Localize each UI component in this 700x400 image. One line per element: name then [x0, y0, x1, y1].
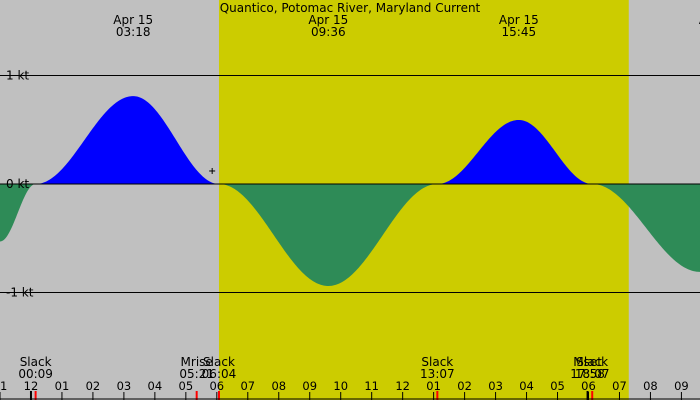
bottom-event-label: Slack [20, 355, 52, 369]
bottom-event-label: Slack [576, 355, 608, 369]
ebb-current-area [592, 184, 700, 272]
hour-tick-label: 10 [333, 379, 348, 393]
ebb-current-area [0, 184, 35, 242]
top-event-time: 09:36 [311, 25, 346, 39]
ebb-current-area [218, 183, 437, 286]
top-event-date: Apr 15 [113, 13, 153, 27]
top-event-time: 03:18 [116, 25, 151, 39]
top-event-time: 15:45 [502, 25, 537, 39]
hour-tick-label: 11 [0, 379, 7, 393]
y-axis-label: 1 kt [6, 69, 29, 83]
bottom-event-time: 05:21 [179, 367, 214, 381]
bottom-event-time: 13:07 [420, 367, 455, 381]
hour-tick-label: 09 [674, 379, 689, 393]
flood-current-area [437, 119, 592, 184]
top-event-date: Apr [699, 13, 700, 27]
bottom-event-label: Mrise [181, 355, 213, 369]
bottom-event-label: Slack [203, 355, 235, 369]
hour-tick-label: 12 [395, 379, 410, 393]
bottom-event-label: Mset [573, 355, 602, 369]
top-event-date: Apr 15 [308, 13, 348, 27]
hour-tick-label: 05 [550, 379, 565, 393]
bottom-event-label: Slack [421, 355, 453, 369]
hour-tick-label: 03 [117, 379, 132, 393]
top-event-date: Apr 15 [499, 13, 539, 27]
bottom-event-time: 17:58 [570, 367, 605, 381]
hour-tick-label: 03 [488, 379, 503, 393]
bottom-event-time: 18:07 [575, 367, 610, 381]
hour-tick-label: 06 [209, 379, 224, 393]
hour-tick-label: 08 [271, 379, 286, 393]
hour-tick-label: 08 [643, 379, 658, 393]
hour-tick-label: 06 [581, 379, 596, 393]
hour-tick-label: 01 [426, 379, 441, 393]
y-axis-label: 0 kt [6, 177, 29, 191]
bottom-event-time: 06:04 [202, 367, 237, 381]
hour-tick-label: 07 [240, 379, 255, 393]
chart-title: Quantico, Potomac River, Maryland Curren… [220, 1, 481, 15]
hour-tick-label: 04 [519, 379, 534, 393]
hour-tick-label: 11 [364, 379, 379, 393]
hour-tick-label: 07 [612, 379, 627, 393]
hour-tick-label: 05 [179, 379, 194, 393]
hour-tick-label: 01 [55, 379, 70, 393]
y-axis-label: -1 kt [6, 286, 34, 300]
hour-tick-label: 09 [302, 379, 317, 393]
bottom-event-time: 00:09 [18, 367, 53, 381]
flood-current-area [35, 96, 218, 185]
hour-tick-label: 12 [24, 379, 39, 393]
hour-tick-label: 04 [148, 379, 163, 393]
hour-tick-label: 02 [457, 379, 472, 393]
hour-tick-label: 02 [86, 379, 101, 393]
